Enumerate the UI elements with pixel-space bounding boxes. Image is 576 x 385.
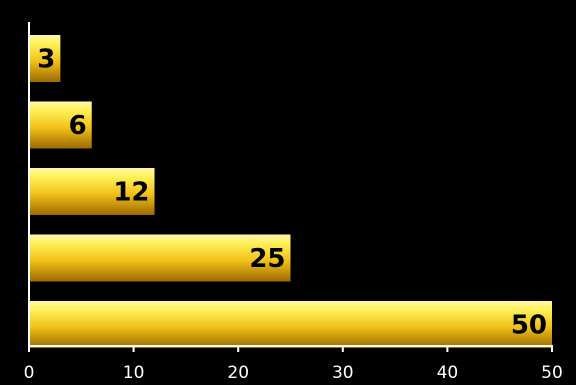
x-tick-label-0: 0 <box>24 363 35 383</box>
bar-4 <box>29 301 552 348</box>
x-tick-label-2: 20 <box>227 363 249 383</box>
x-tick-label-1: 10 <box>123 363 145 383</box>
bar-value-label-4: 50 <box>511 311 547 341</box>
bar-3 <box>29 234 291 282</box>
bar-2 <box>29 168 155 215</box>
bar-value-label-2: 12 <box>113 178 149 208</box>
bar-value-label-0: 3 <box>37 45 55 75</box>
x-tick-label-3: 30 <box>332 363 354 383</box>
x-ticks-layer: 0 10 20 30 40 50 <box>24 346 563 383</box>
bar-1 <box>29 101 92 149</box>
bar-0 <box>29 35 61 82</box>
bar-value-label-1: 6 <box>69 111 87 141</box>
bar-value-label-3: 25 <box>249 244 285 274</box>
bars-layer <box>29 35 552 348</box>
data-labels-layer: 3 6 12 25 50 <box>37 45 547 341</box>
x-tick-label-5: 50 <box>541 363 563 383</box>
x-tick-label-4: 40 <box>437 363 459 383</box>
